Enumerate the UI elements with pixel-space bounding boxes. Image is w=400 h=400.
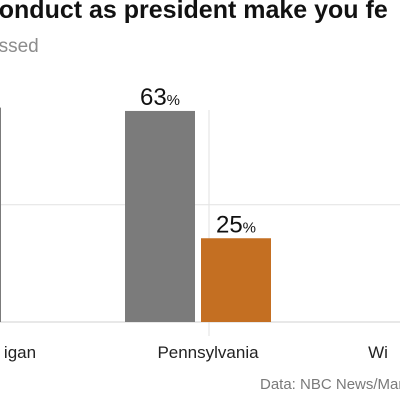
category-label: igan: [4, 343, 36, 362]
bar-gray-1: [125, 110, 195, 322]
bar-orange-1: [201, 238, 271, 322]
chart-subtitle: assed: [0, 36, 39, 57]
category-label: Wi: [368, 343, 388, 362]
data-label: 63%: [140, 84, 180, 111]
source-note: Data: NBC News/Maris: [260, 376, 400, 393]
chart-title: s conduct as president make you fe: [0, 0, 388, 24]
bar-gray-0: [0, 107, 1, 322]
data-label: 25%: [216, 211, 256, 238]
category-label: Pennsylvania: [157, 343, 259, 362]
